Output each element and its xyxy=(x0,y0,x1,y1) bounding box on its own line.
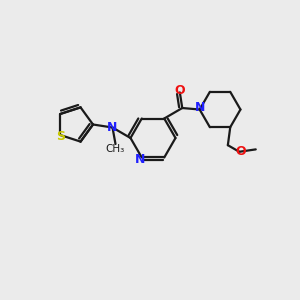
Text: N: N xyxy=(135,153,146,167)
Text: S: S xyxy=(56,130,65,143)
Text: N: N xyxy=(107,121,118,134)
Text: N: N xyxy=(194,100,205,114)
Text: O: O xyxy=(175,84,185,98)
Text: CH₃: CH₃ xyxy=(106,143,125,154)
Text: O: O xyxy=(236,145,246,158)
